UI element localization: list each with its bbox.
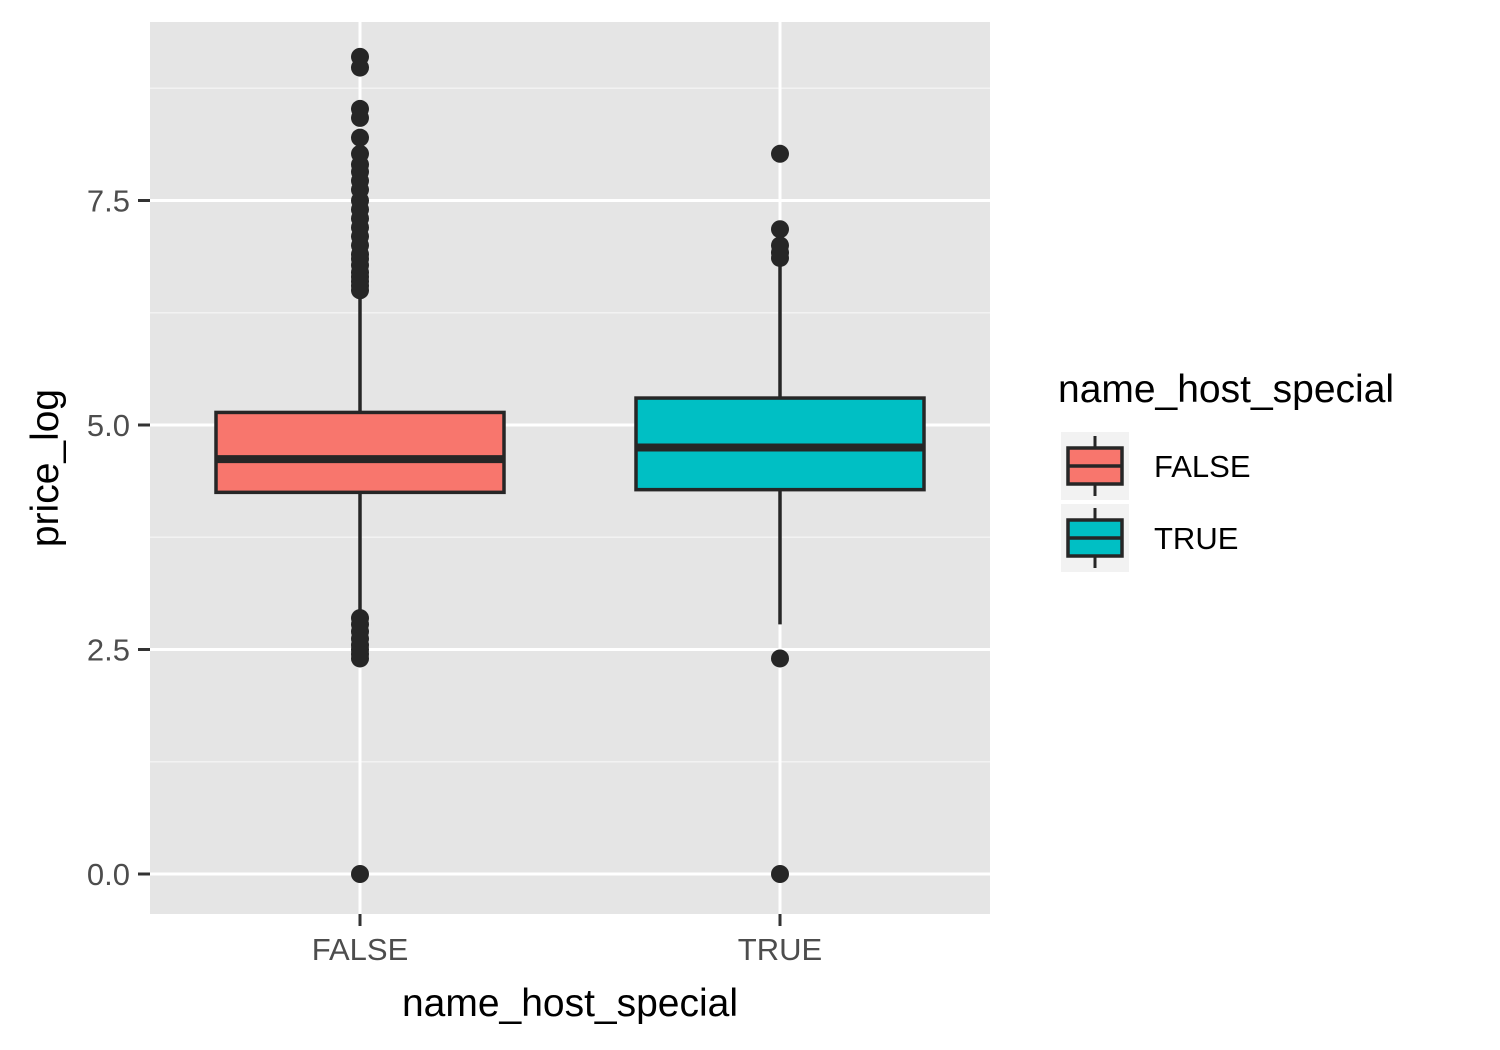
legend-label: FALSE bbox=[1154, 449, 1251, 484]
outlier-point bbox=[771, 649, 789, 668]
x-tick-label: FALSE bbox=[312, 932, 409, 967]
box-group-false bbox=[214, 47, 506, 883]
y-tick-label: 0.0 bbox=[87, 857, 130, 892]
y-tick-label: 2.5 bbox=[87, 633, 130, 668]
x-tick-label: TRUE bbox=[738, 932, 822, 967]
outlier-point bbox=[771, 236, 789, 255]
box-iqr bbox=[214, 410, 506, 495]
x-axis-title: name_host_special bbox=[402, 982, 738, 1025]
outlier-point bbox=[351, 47, 369, 66]
box-group-true bbox=[634, 144, 926, 883]
outlier-point bbox=[771, 865, 789, 883]
y-tick-label: 5.0 bbox=[87, 408, 130, 443]
outlier-point bbox=[351, 144, 369, 163]
y-tick-label: 7.5 bbox=[87, 184, 130, 219]
boxplot-series bbox=[214, 47, 926, 883]
legend-key-true bbox=[1061, 504, 1129, 572]
legend-key-false bbox=[1061, 432, 1129, 500]
axes: 0.0 2.5 5.0 7.5 FALSE TRUE bbox=[87, 184, 822, 968]
y-axis-title: price_log bbox=[24, 389, 67, 547]
legend: name_host_special FALSE TRUE bbox=[1058, 368, 1394, 572]
outlier-point bbox=[771, 144, 789, 163]
outlier-point bbox=[351, 128, 369, 147]
legend-label: TRUE bbox=[1154, 521, 1238, 556]
outlier-point bbox=[351, 865, 369, 883]
outlier-point bbox=[351, 609, 369, 628]
outlier-point bbox=[771, 220, 789, 239]
legend-title: name_host_special bbox=[1058, 368, 1394, 411]
outlier-point bbox=[351, 99, 369, 118]
